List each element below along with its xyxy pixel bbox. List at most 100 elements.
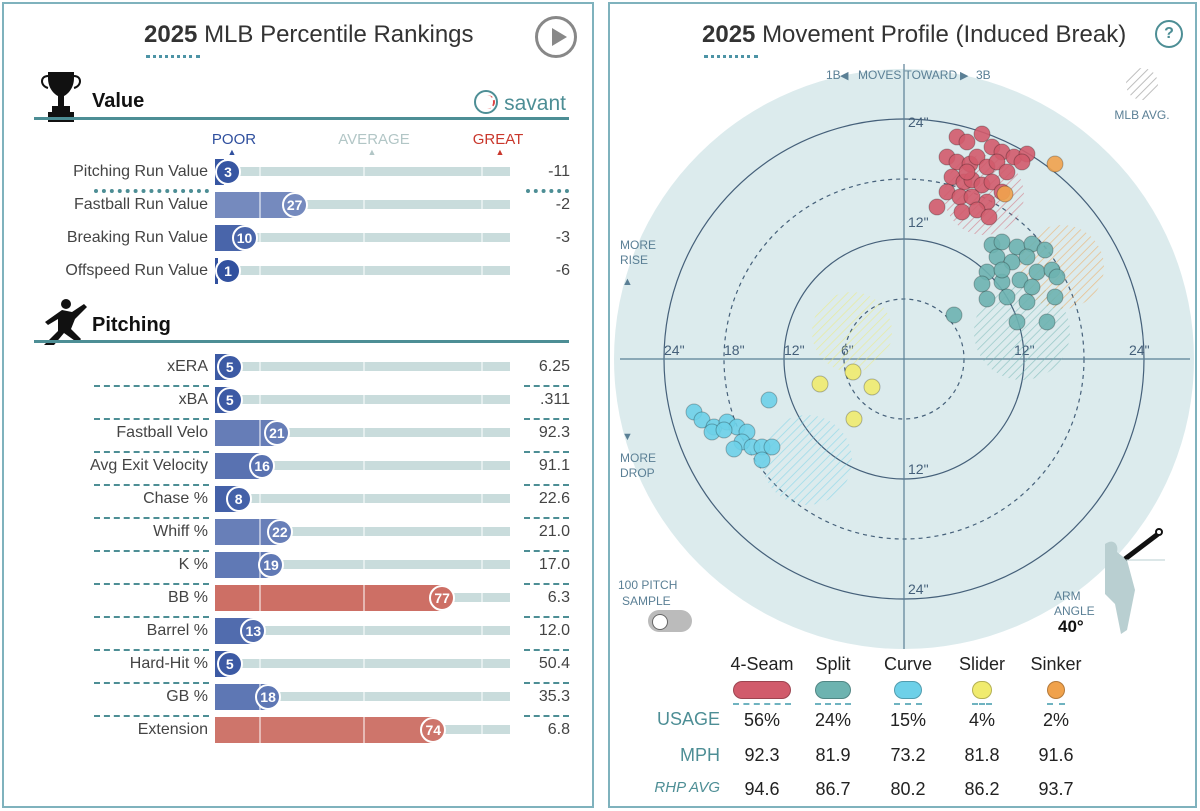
pitch-point-split[interactable] xyxy=(998,288,1016,306)
metric-row[interactable]: Fastball Run Value 27 -2 xyxy=(4,192,596,220)
metric-value: 22.6 xyxy=(538,490,570,507)
pitch-point-curve[interactable] xyxy=(763,438,781,456)
pitch-point-split[interactable] xyxy=(1018,293,1036,311)
play-button[interactable] xyxy=(535,16,577,58)
help-button[interactable]: ? xyxy=(1155,20,1183,48)
bar-tick xyxy=(362,486,365,512)
bar-tick xyxy=(480,453,483,479)
pitch-point-curve[interactable] xyxy=(725,440,743,458)
pitch-point-split[interactable] xyxy=(973,275,991,293)
pitch-point-split[interactable] xyxy=(1008,313,1026,331)
pitch-point-4-seam[interactable] xyxy=(968,201,986,219)
pitch-color-swatch[interactable] xyxy=(894,681,922,699)
pitch-point-slider[interactable] xyxy=(863,378,881,396)
bar-tick xyxy=(362,717,365,743)
pitch-color-swatch[interactable] xyxy=(815,681,851,699)
arrow-right-icon: ▶ xyxy=(960,70,969,82)
bar-tick xyxy=(480,651,483,677)
metric-value: 21.0 xyxy=(538,523,570,540)
pitch-point-4-seam[interactable] xyxy=(980,208,998,226)
pitch-point-4-seam[interactable] xyxy=(983,173,1001,191)
more-rise-line2: RISE xyxy=(620,253,648,267)
metric-row[interactable]: Pitching Run Value 3 -11 xyxy=(4,159,596,187)
pitch-point-split[interactable] xyxy=(993,233,1011,251)
pitch-point-4-seam[interactable] xyxy=(998,163,1016,181)
metric-row[interactable]: K % 19 17.0 xyxy=(4,552,596,580)
pitch-point-split[interactable] xyxy=(1048,268,1066,286)
pitch-point-curve[interactable] xyxy=(760,391,778,409)
pitch-color-swatch[interactable] xyxy=(733,681,791,699)
pitch-point-split[interactable] xyxy=(945,306,963,324)
pitch-point-curve[interactable] xyxy=(693,411,711,429)
metric-row[interactable]: Chase % 8 22.6 xyxy=(4,486,596,514)
metric-row[interactable]: Avg Exit Velocity 16 91.1 xyxy=(4,453,596,481)
percentile-badge: 10 xyxy=(231,225,258,251)
baseball-icon xyxy=(474,90,499,114)
pitch-point-sinker[interactable] xyxy=(996,185,1014,203)
mlb-avg-zone-split xyxy=(974,284,1070,380)
pitch-point-curve[interactable] xyxy=(715,421,733,439)
mlb-avg-zone-curve xyxy=(762,415,852,505)
pitch-point-slider[interactable] xyxy=(811,375,829,393)
savant-logo[interactable]: savant xyxy=(474,90,566,116)
pitch-point-split[interactable] xyxy=(1046,288,1064,306)
pitch-point-4-seam[interactable] xyxy=(973,125,991,143)
direction-3b: 3B xyxy=(976,68,991,82)
metric-row[interactable]: Fastball Velo 21 92.3 xyxy=(4,420,596,448)
metric-label: K % xyxy=(178,556,208,573)
metric-row[interactable]: Whiff % 22 21.0 xyxy=(4,519,596,547)
pitcher-arm-angle-icon xyxy=(1105,528,1165,634)
bar-tick xyxy=(480,420,483,446)
pitch-point-4-seam[interactable] xyxy=(988,153,1006,171)
pitch-point-slider[interactable] xyxy=(844,363,862,381)
pitch-point-split[interactable] xyxy=(1023,278,1041,296)
metric-row[interactable]: Barrel % 13 12.0 xyxy=(4,618,596,646)
pitch-point-4-seam[interactable] xyxy=(1013,153,1031,171)
metric-row[interactable]: xBA 5 .311 xyxy=(4,387,596,415)
bar-tick xyxy=(362,519,365,545)
metric-row[interactable]: xERA 5 6.25 xyxy=(4,354,596,382)
bar-tick xyxy=(362,552,365,578)
metric-row[interactable]: GB % 18 35.3 xyxy=(4,684,596,712)
pitch-point-split[interactable] xyxy=(1011,271,1029,289)
percentile-badge: 19 xyxy=(258,552,285,578)
down-arrow-icon: ▼ xyxy=(622,431,633,443)
pitch-point-4-seam[interactable] xyxy=(928,198,946,216)
row-divider xyxy=(94,418,209,420)
pitch-point-split[interactable] xyxy=(1028,263,1046,281)
bar-tick xyxy=(480,552,483,578)
pitch-point-split[interactable] xyxy=(993,261,1011,279)
pitch-point-slider[interactable] xyxy=(845,410,863,428)
pitch-mph: 91.6 xyxy=(1038,745,1074,765)
row-divider xyxy=(94,682,209,684)
usage-indicator xyxy=(1047,703,1065,705)
pitch-point-split[interactable] xyxy=(978,290,996,308)
percentile-badge: 18 xyxy=(255,684,282,710)
row-divider xyxy=(524,385,569,387)
pitch-point-split[interactable] xyxy=(1018,248,1036,266)
movement-chart: 24"18"12"6"12"24"24"12"12"24" MLB AVG. 1… xyxy=(614,64,1194,649)
pitch-sample-toggle[interactable] xyxy=(648,610,692,632)
metric-row[interactable]: Hard-Hit % 5 50.4 xyxy=(4,651,596,679)
metric-row[interactable]: Offspeed Run Value 1 -6 xyxy=(4,258,596,286)
pitch-color-swatch[interactable] xyxy=(1047,681,1065,699)
pitch-point-4-seam[interactable] xyxy=(958,133,976,151)
pitch-point-curve[interactable] xyxy=(753,451,771,469)
pitch-point-4-seam[interactable] xyxy=(953,203,971,221)
usage-indicator xyxy=(894,703,922,705)
metric-row[interactable]: Breaking Run Value 10 -3 xyxy=(4,225,596,253)
pitch-point-split[interactable] xyxy=(1036,241,1054,259)
up-arrow-icon: ▲ xyxy=(622,276,633,288)
percentile-badge: 5 xyxy=(216,387,243,413)
row-divider xyxy=(94,550,209,552)
metric-row[interactable]: BB % 77 6.3 xyxy=(4,585,596,613)
metric-label: xERA xyxy=(167,358,208,375)
pitch-point-4-seam[interactable] xyxy=(958,163,976,181)
title-underline xyxy=(146,55,200,58)
metric-row[interactable]: Extension 74 6.8 xyxy=(4,717,596,745)
pitch-point-4-seam[interactable] xyxy=(968,148,986,166)
pitch-point-sinker[interactable] xyxy=(1046,155,1064,173)
v-axis-label: 12" xyxy=(908,214,929,230)
pitch-color-swatch[interactable] xyxy=(972,681,992,699)
pitch-point-split[interactable] xyxy=(1038,313,1056,331)
